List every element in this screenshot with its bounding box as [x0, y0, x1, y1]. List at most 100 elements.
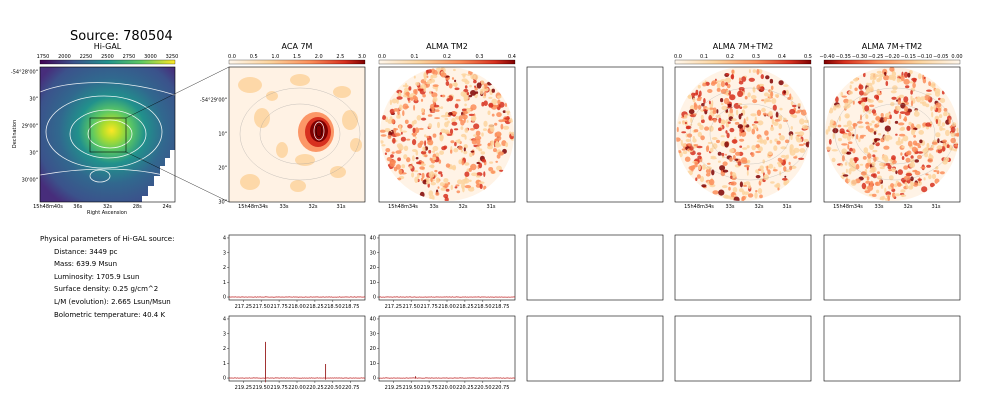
speckle-2-262 [510, 131, 514, 137]
speckle-2-485 [398, 104, 403, 111]
speckle-3-144 [708, 168, 711, 175]
speckle-4-477 [905, 172, 913, 177]
speckle-3-468 [770, 91, 774, 98]
speckle-4-205 [870, 75, 873, 81]
speckle-3-432 [685, 138, 691, 143]
speckle-4-445 [922, 101, 927, 107]
speckle-3-227 [700, 135, 705, 141]
speckle-4-43 [844, 162, 848, 166]
speckle-4-384 [911, 77, 917, 82]
speckle-4-322 [841, 172, 846, 175]
colorbar-tick-2-4: 0.4 [508, 54, 516, 60]
speckle-3-172 [729, 94, 736, 101]
speckle-2-509 [498, 151, 504, 156]
speckle-4-511 [825, 129, 829, 135]
speckle-4-299 [876, 95, 879, 101]
speckle-2-408 [469, 152, 473, 158]
speckle-2-287 [468, 179, 472, 182]
speckle-4-456 [871, 74, 877, 80]
speckle-3-137 [705, 166, 712, 170]
speckle-3-216 [722, 185, 728, 189]
speckle-3-281 [753, 121, 759, 124]
speckle-2-119 [455, 115, 460, 120]
colorbar-tick-2-3: 0.3 [476, 54, 484, 60]
speckle-2-194 [454, 79, 457, 83]
params-heading: Physical parameters of Hi-GAL source: [40, 235, 175, 243]
speckle-3-406 [790, 133, 793, 141]
speckle-4-249 [860, 114, 862, 121]
speckle-2-30 [445, 188, 450, 192]
speckle-3-438 [746, 116, 749, 122]
speckle-4-450 [878, 73, 885, 78]
speckle-3-170 [693, 129, 699, 133]
speckle-2-413 [393, 127, 397, 134]
speckle-3-235 [774, 184, 779, 188]
map-xtick-0-4: 24s [163, 204, 172, 210]
speckle-4-410 [853, 124, 856, 129]
speckle-3-395 [744, 164, 750, 168]
speckle-2-517 [387, 134, 392, 139]
speckle-3-197 [699, 124, 704, 130]
map-xtick-1-1: 33s [280, 204, 289, 210]
speckle-2-334 [392, 137, 396, 144]
speckle-3-450 [712, 110, 717, 114]
speckle-2-471 [476, 82, 482, 89]
speckle-3-384 [720, 98, 724, 103]
speckle-2-345 [451, 111, 458, 115]
speckle-4-421 [847, 99, 854, 104]
alma7mtm2-2-contour-1 [854, 103, 936, 165]
speckle-4-34 [869, 104, 875, 108]
speckle-4-435 [910, 100, 914, 107]
speckle-3-292 [735, 151, 741, 156]
speckle-2-170 [413, 170, 419, 173]
speckle-3-118 [708, 125, 714, 132]
speckle-2-425 [426, 135, 430, 139]
speckle-2-28 [483, 171, 486, 178]
speckle-3-58 [739, 145, 743, 148]
higal-ytick-2: 29'00" [22, 124, 38, 130]
speckle-4-80 [846, 120, 853, 127]
speckle-2-411 [444, 121, 449, 128]
speckle-4-96 [917, 154, 922, 160]
alma7mtm2-1-frame [674, 66, 812, 203]
speckle-3-405 [750, 95, 757, 100]
speckle-4-502 [891, 155, 896, 161]
speckle-3-478 [789, 93, 792, 99]
speckle-3-322 [720, 119, 726, 125]
speckle-2-494 [409, 97, 414, 101]
speckle-4-461 [879, 162, 885, 167]
speckle-3-302 [730, 175, 733, 179]
speckle-2-32 [441, 94, 446, 98]
aca7m-blob-9 [266, 91, 278, 101]
speckle-2-202 [483, 91, 487, 97]
speckle-2-82 [496, 154, 501, 159]
speckle-2-468 [493, 148, 497, 153]
speckle-3-389 [788, 161, 791, 165]
speckle-3-160 [721, 102, 724, 106]
higal-contour-6 [89, 169, 111, 183]
speckle-4-288 [897, 182, 902, 187]
speckle-2-484 [481, 88, 487, 92]
speckle-2-415 [433, 104, 440, 108]
speckle-3-255 [730, 171, 733, 176]
speckle-4-361 [930, 144, 935, 149]
speckle-2-486 [451, 82, 458, 87]
speckle-3-442 [767, 151, 773, 156]
speckle-4-501 [943, 156, 950, 163]
speckle-2-362 [478, 148, 483, 152]
speckle-3-258 [778, 123, 783, 130]
alma7mtm2-map-2 [823, 59, 961, 203]
speckle-4-318 [864, 105, 870, 112]
speckle-3-374 [703, 98, 706, 104]
speckle-4-426 [874, 138, 877, 143]
speckle-2-376 [440, 114, 447, 118]
speckle-2-192 [493, 104, 499, 108]
speckle-4-395 [920, 96, 926, 101]
speckle-4-320 [850, 81, 854, 84]
speckle-3-220 [778, 133, 782, 136]
speckle-4-406 [900, 75, 905, 82]
speckle-2-365 [460, 91, 467, 97]
speckle-2-221 [464, 185, 472, 189]
speckle-2-446 [429, 90, 432, 95]
speckle-3-214 [734, 121, 740, 125]
